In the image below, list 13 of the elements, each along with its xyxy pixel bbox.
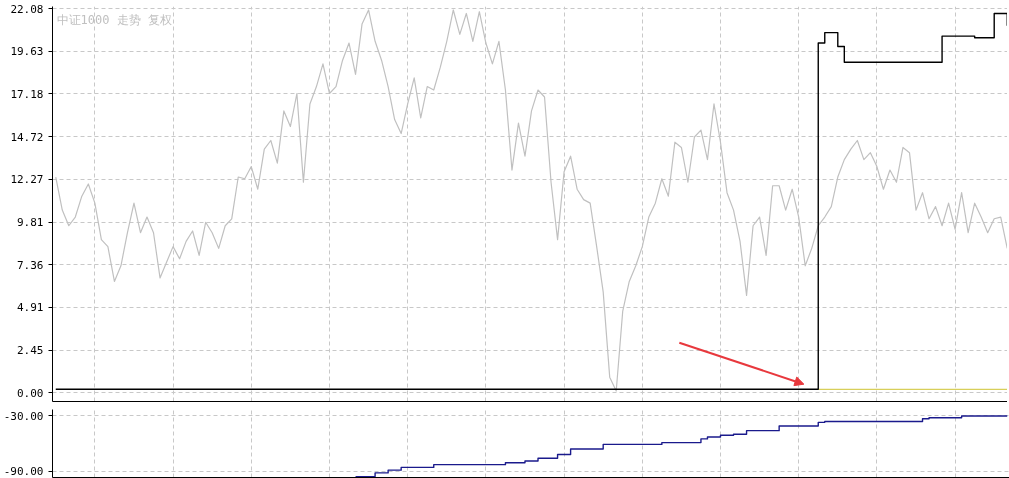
y-tick-label: -90.00 — [3, 465, 44, 478]
text: 中证1000 走势 复权 — [56, 12, 172, 27]
y-tick-label: 22.08 — [10, 2, 44, 16]
y-tick-label: 2.45 — [17, 344, 44, 358]
y-tick-label: 17.18 — [10, 87, 44, 101]
y-tick-label: 12.27 — [10, 173, 44, 187]
y-tick-label: 4.91 — [17, 301, 44, 315]
y-tick-label: 19.63 — [10, 45, 44, 59]
y-tick-label: 0.00 — [17, 386, 44, 400]
y-tick-label: 9.81 — [17, 216, 44, 230]
y-tick-label: 14.72 — [10, 130, 44, 144]
y-tick-label: 7.36 — [17, 258, 44, 272]
y-tick-label: -30.00 — [3, 409, 44, 423]
